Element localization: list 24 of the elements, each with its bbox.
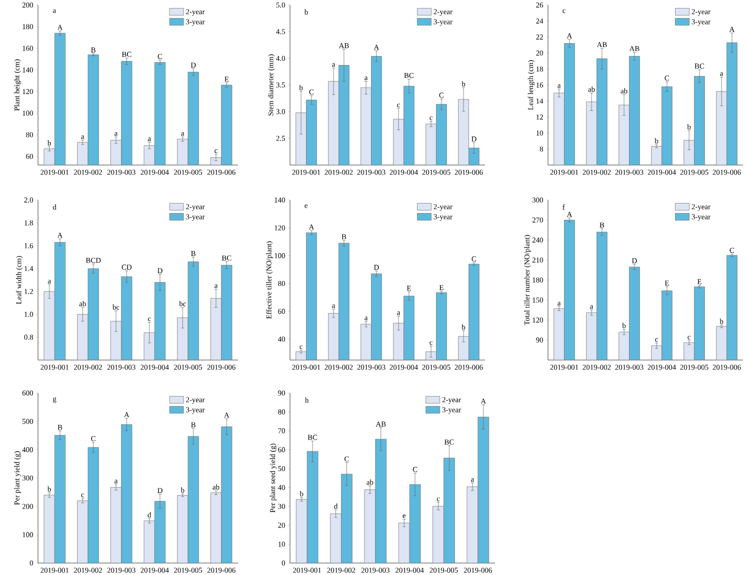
bar [341,474,352,563]
bar [466,486,478,563]
bar [77,500,88,563]
bar [221,426,232,563]
bar [154,500,166,563]
bar [409,484,421,563]
bar [478,416,490,563]
bar [110,487,122,563]
bar [144,520,155,563]
bar [88,447,99,563]
bar [432,506,444,563]
bar [364,489,376,563]
bar [296,499,308,563]
bar [177,494,188,563]
bar [398,522,410,563]
bar [375,438,387,563]
bar [121,424,132,563]
bar [330,513,342,563]
bar [54,434,66,563]
bar [306,451,318,563]
bar [444,458,455,563]
bar [188,436,199,563]
bar [44,494,55,563]
bar [210,492,222,563]
